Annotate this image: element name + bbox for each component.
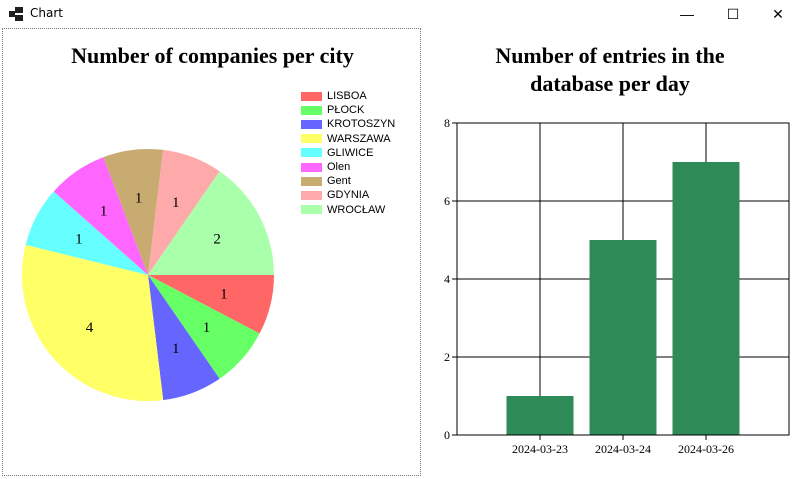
title-bar[interactable]: Chart — ☐ ✕ <box>0 0 801 28</box>
pie-slice-gent <box>103 149 164 275</box>
pie-slice-płock <box>148 275 260 379</box>
window-title: Chart <box>30 6 63 20</box>
legend-item: PŁOCK <box>301 103 395 117</box>
pie-legend: LISBOA PŁOCK KROTOSZYN WARSZAWA GLIWICE Olen G… <box>301 89 395 217</box>
legend-swatch <box>301 162 322 172</box>
pie-chart-panel <box>2 28 421 476</box>
legend-item: Gent <box>301 174 395 188</box>
legend-swatch <box>301 176 322 186</box>
x-tick-label: 2024-03-23 <box>512 442 568 456</box>
legend-label: LISBOA <box>327 90 367 103</box>
legend-item: WROCŁAW <box>301 203 395 217</box>
legend-swatch <box>301 105 322 115</box>
legend-item: Olen <box>301 160 395 174</box>
pie-slice-label: 1 <box>172 195 180 211</box>
maximize-icon: ☐ <box>726 5 740 22</box>
legend-label: GDYNIA <box>327 189 370 202</box>
bar-2024-03-23 <box>506 396 574 435</box>
close-button[interactable]: ✕ <box>755 0 801 28</box>
pie-slice-lisboa <box>148 275 274 334</box>
legend-swatch <box>301 205 322 215</box>
pie-slice-olen <box>53 157 148 275</box>
x-tick-label: 2024-03-26 <box>678 442 734 456</box>
pie-slice-gdynia <box>148 149 220 275</box>
y-tick-label: 4 <box>444 272 450 286</box>
legend-swatch <box>301 190 322 200</box>
minimize-icon: — <box>680 6 694 22</box>
legend-swatch <box>301 119 322 129</box>
y-tick-label: 0 <box>444 428 450 442</box>
legend-swatch <box>301 91 322 101</box>
x-tick-label: 2024-03-24 <box>595 442 651 456</box>
legend-label: Olen <box>327 161 351 174</box>
bar-chart-title: Number of entries in the database per da… <box>495 43 725 96</box>
close-icon: ✕ <box>772 5 784 22</box>
pie-slice-label: 1 <box>203 320 211 336</box>
pie-slice-label: 2 <box>213 232 221 248</box>
pie-slice-label: 1 <box>220 287 228 303</box>
pie-slice-label: 4 <box>86 320 94 336</box>
pie-chart-title: Number of companies per city <box>71 43 354 68</box>
pie-slice-krotoszyn <box>148 275 220 401</box>
legend-label: WARSZAWA <box>327 132 391 145</box>
pie-slice-label: 1 <box>75 232 83 248</box>
legend-item: GLIWICE <box>301 146 395 160</box>
legend-swatch <box>301 148 322 158</box>
minimize-button[interactable]: — <box>664 0 710 28</box>
y-tick-label: 6 <box>444 194 450 208</box>
bar-2024-03-26 <box>672 162 740 435</box>
legend-item: GDYNIA <box>301 188 395 202</box>
app-icon <box>9 7 23 21</box>
legend-item: LISBOA <box>301 89 395 103</box>
y-tick-label: 8 <box>444 116 450 130</box>
legend-item: WARSZAWA <box>301 132 395 146</box>
legend-label: WROCŁAW <box>327 203 386 216</box>
legend-label: KROTOSZYN <box>327 118 396 131</box>
pie-slice-gliwice <box>25 191 148 275</box>
legend-swatch <box>301 134 322 144</box>
y-tick-label: 2 <box>444 350 450 364</box>
pie-slice-label: 1 <box>172 341 180 357</box>
legend-label: PŁOCK <box>327 104 365 117</box>
pie-slice-label: 1 <box>100 204 108 220</box>
pie-slice-label: 1 <box>135 190 143 206</box>
bar-2024-03-24 <box>589 240 657 435</box>
legend-label: Gent <box>327 175 351 188</box>
legend-label: GLIWICE <box>327 146 374 159</box>
pie-slice-wrocław <box>148 171 274 275</box>
pie-slice-warszawa <box>21 244 164 401</box>
legend-item: KROTOSZYN <box>301 117 395 131</box>
maximize-button[interactable]: ☐ <box>710 0 756 28</box>
plot-area-frame <box>456 122 790 436</box>
